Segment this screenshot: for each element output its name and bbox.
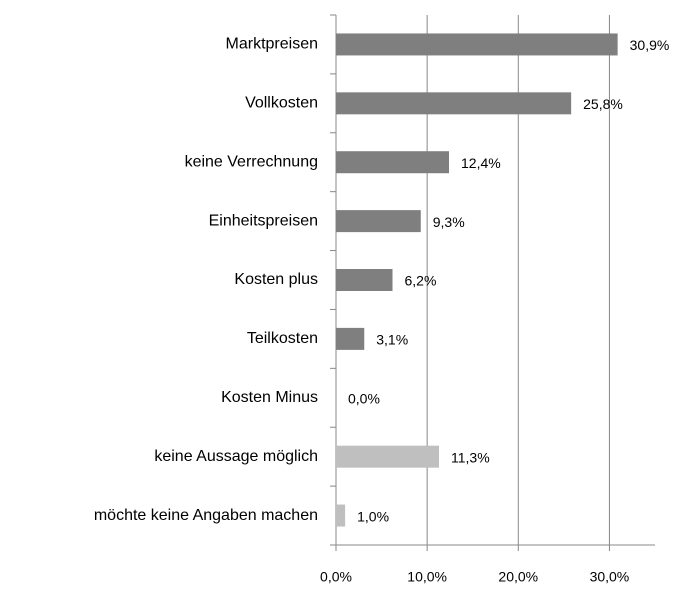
x-tick-label: 10,0% bbox=[407, 569, 447, 585]
y-tick-label: Teilkosten bbox=[247, 330, 318, 347]
value-label: 3,1% bbox=[376, 332, 408, 348]
value-label: 1,0% bbox=[357, 508, 389, 524]
x-tick-label: 30,0% bbox=[590, 569, 630, 585]
y-tick-label: Marktpreisen bbox=[226, 36, 318, 53]
value-label: 0,0% bbox=[348, 390, 380, 406]
value-label: 25,8% bbox=[583, 96, 623, 112]
x-tick-label: 20,0% bbox=[498, 569, 538, 585]
bar bbox=[336, 445, 439, 468]
bar bbox=[336, 269, 393, 291]
value-label: 12,4% bbox=[461, 155, 501, 171]
y-tick-label: möchte keine Angaben machen bbox=[94, 507, 318, 524]
value-label: 9,3% bbox=[433, 214, 465, 230]
value-label: 11,3% bbox=[451, 449, 490, 465]
bar bbox=[336, 327, 365, 350]
bar bbox=[336, 210, 421, 233]
y-tick-label: Kosten Minus bbox=[221, 389, 318, 406]
bar bbox=[336, 151, 450, 174]
value-label: 6,2% bbox=[405, 273, 437, 289]
bar bbox=[336, 92, 572, 115]
bar bbox=[336, 33, 618, 56]
y-tick-label: Einheitspreisen bbox=[209, 212, 318, 229]
value-label: 30,9% bbox=[630, 37, 670, 53]
bar bbox=[336, 504, 346, 527]
y-tick-label: keine Verrechnung bbox=[185, 153, 318, 170]
x-tick-label: 0,0% bbox=[320, 569, 352, 585]
y-tick-label: Vollkosten bbox=[245, 95, 318, 112]
y-tick-label: Kosten plus bbox=[234, 271, 318, 288]
y-tick-label: keine Aussage möglich bbox=[154, 448, 318, 465]
